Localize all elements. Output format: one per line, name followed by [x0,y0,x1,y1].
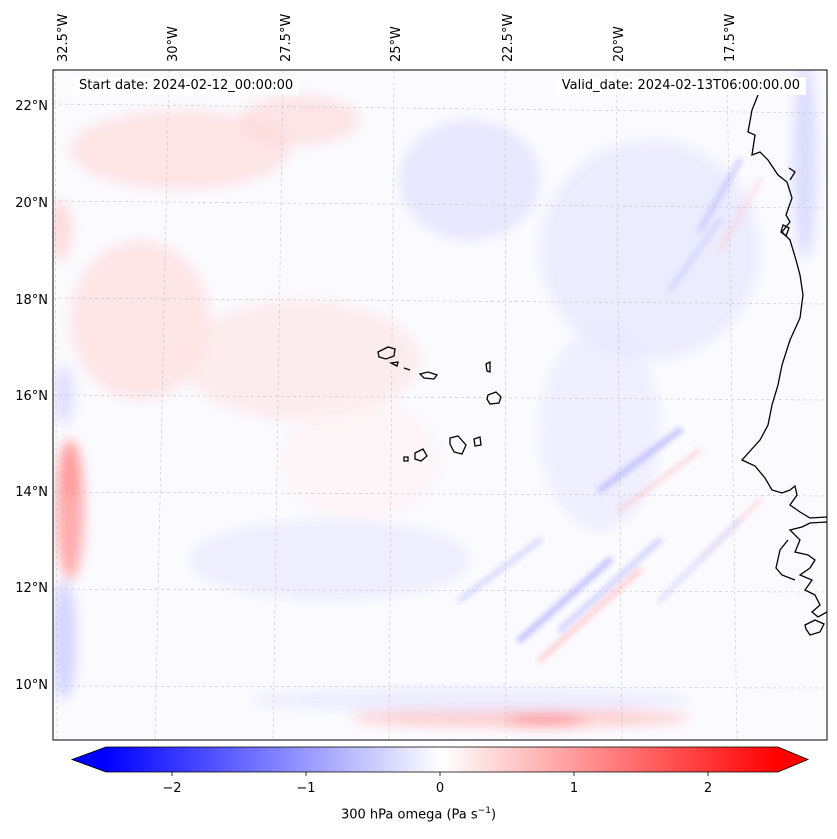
gridlines [53,70,827,740]
lon-label: 20°W [612,26,627,62]
coastline [740,89,827,636]
lon-label: 17.5°W [723,14,738,62]
colorbar-tick: −1 [296,781,315,796]
start-date-label: Start date: 2024-02-12_00:00:00 [73,77,300,95]
lat-label: 16°N [15,389,48,404]
map-frame [52,69,828,741]
lon-label: 27.5°W [279,14,294,62]
lon-label: 32.5°W [56,14,71,62]
lat-label: 14°N [15,485,48,500]
colorbar-tick: 2 [704,781,712,796]
longitude-labels: 32.5°W 30°W 27.5°W 25°W 22.5°W 20°W 17.5… [56,14,738,62]
valid-date-label: Valid_date: 2024-02-13T06:00:00.00 [555,77,806,95]
colorbar-label-main: 300 hPa omega (Pa s [340,807,478,823]
lon-label: 30°W [166,26,181,62]
colorbar-label-end: ) [490,807,497,823]
lat-label: 20°N [15,196,48,211]
colorbar-tick: 0 [436,781,444,796]
omega-field [53,70,827,740]
cape-verde-islands [377,346,502,462]
colorbar-extend-low [72,747,106,772]
colorbar-extend-high [778,747,808,772]
lat-label: 22°N [15,99,48,114]
lat-label: 10°N [15,678,48,693]
colorbar-label-exponent: −1 [477,806,491,816]
colorbar-label: 300 hPa omega (Pa s−1) [0,806,837,822]
colorbar-body [106,747,778,772]
lon-label: 25°W [389,26,404,62]
lon-label: 22.5°W [501,14,516,62]
lat-label: 12°N [15,581,48,596]
colorbar-tick: 1 [570,781,578,796]
colorbar: −2 −1 0 1 2 [70,746,810,796]
colorbar-tick: −2 [162,781,181,796]
latitude-labels: 22°N 20°N 18°N 16°N 14°N 12°N 10°N [15,99,48,693]
lat-label: 18°N [15,293,48,308]
colorbar-outline [70,746,810,773]
